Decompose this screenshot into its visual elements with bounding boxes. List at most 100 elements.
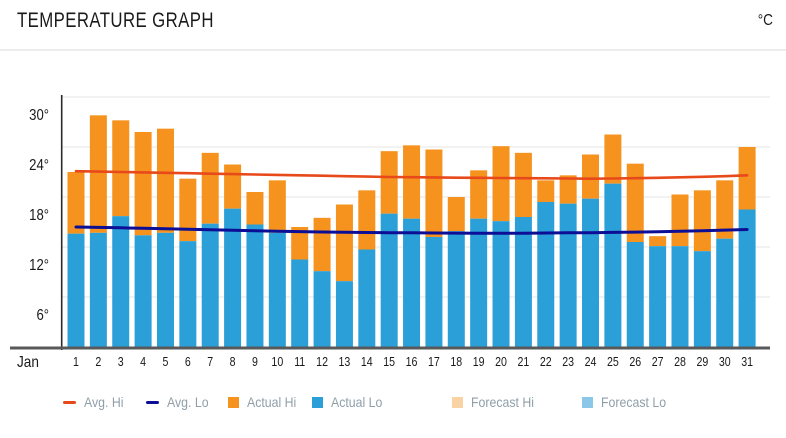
x-tick-label-11: 11 bbox=[294, 355, 305, 369]
bar-actual-hi-day-2[interactable] bbox=[89, 115, 107, 233]
bar-actual-lo-day-11[interactable] bbox=[291, 259, 309, 347]
bar-actual-lo-day-16[interactable] bbox=[403, 218, 421, 347]
bar-actual-hi-day-18[interactable] bbox=[447, 197, 465, 232]
bar-actual-hi-day-11[interactable] bbox=[291, 227, 309, 260]
bar-actual-hi-day-9[interactable] bbox=[246, 192, 264, 225]
bar-actual-hi-day-14[interactable] bbox=[358, 190, 376, 250]
bar-actual-lo-day-24[interactable] bbox=[582, 198, 600, 347]
legend-label: Avg. Lo bbox=[167, 394, 209, 410]
bar-actual-lo-day-25[interactable] bbox=[604, 183, 622, 347]
avg-lo-line bbox=[74, 225, 749, 235]
bar-actual-hi-day-30[interactable] bbox=[716, 180, 734, 239]
x-tick-label-14: 14 bbox=[361, 355, 373, 369]
bar-actual-hi-day-6[interactable] bbox=[179, 178, 197, 242]
bar-actual-lo-day-9[interactable] bbox=[246, 224, 264, 347]
bar-actual-hi-day-7[interactable] bbox=[201, 152, 219, 224]
bar-actual-lo-day-12[interactable] bbox=[313, 271, 331, 347]
bar-actual-lo-day-2[interactable] bbox=[89, 232, 107, 347]
x-tick-label-28: 28 bbox=[674, 355, 686, 369]
bar-actual-hi-day-5[interactable] bbox=[156, 128, 174, 233]
x-tick-label-31: 31 bbox=[741, 355, 753, 369]
bar-actual-hi-day-19[interactable] bbox=[470, 170, 488, 219]
bar-actual-lo-day-14[interactable] bbox=[358, 249, 376, 347]
x-tick-label-21: 21 bbox=[517, 355, 529, 369]
bar-actual-lo-day-22[interactable] bbox=[537, 202, 555, 347]
legend-label: Actual Lo bbox=[331, 394, 383, 410]
x-tick-label-23: 23 bbox=[562, 355, 574, 369]
bar-actual-hi-day-26[interactable] bbox=[626, 163, 644, 242]
bar-actual-lo-day-19[interactable] bbox=[470, 218, 488, 347]
legend-label: Actual Hi bbox=[247, 394, 297, 410]
bar-actual-lo-day-5[interactable] bbox=[156, 232, 174, 347]
bar-actual-lo-day-26[interactable] bbox=[626, 242, 644, 347]
bar-actual-hi-day-15[interactable] bbox=[380, 151, 398, 214]
legend-item-avg-lo[interactable]: Avg. Lo bbox=[146, 392, 214, 412]
bar-actual-lo-day-29[interactable] bbox=[693, 251, 711, 347]
y-tick-label-24: 24° bbox=[29, 157, 49, 174]
bar-actual-lo-day-20[interactable] bbox=[492, 221, 510, 347]
bar-actual-hi-day-1[interactable] bbox=[67, 172, 85, 234]
avg-lo-line-swatch bbox=[146, 400, 159, 404]
x-tick-label-4: 4 bbox=[140, 355, 146, 369]
bar-actual-lo-day-21[interactable] bbox=[514, 217, 532, 347]
bar-actual-lo-day-17[interactable] bbox=[425, 237, 443, 347]
chart-legend: Avg. Hi Avg. Lo Actual Hi Actual Lo Fore… bbox=[0, 392, 786, 412]
bar-actual-hi-day-23[interactable] bbox=[559, 175, 577, 204]
bar-actual-hi-day-24[interactable] bbox=[582, 154, 600, 199]
x-tick-label-15: 15 bbox=[383, 355, 395, 369]
x-tick-label-8: 8 bbox=[230, 355, 236, 369]
legend-item-actual-lo[interactable]: Actual Lo bbox=[312, 392, 389, 412]
x-tick-label-7: 7 bbox=[207, 355, 213, 369]
legend-item-actual-hi[interactable]: Actual Hi bbox=[228, 392, 303, 412]
bar-actual-hi-day-29[interactable] bbox=[693, 190, 711, 252]
x-tick-label-2: 2 bbox=[95, 355, 101, 369]
x-tick-label-26: 26 bbox=[629, 355, 641, 369]
bar-actual-lo-day-15[interactable] bbox=[380, 213, 398, 347]
bar-actual-lo-day-3[interactable] bbox=[112, 216, 130, 347]
bar-actual-lo-day-31[interactable] bbox=[738, 209, 756, 347]
bar-actual-hi-day-20[interactable] bbox=[492, 146, 510, 222]
bar-actual-hi-day-31[interactable] bbox=[738, 147, 756, 210]
avg-hi-line-swatch bbox=[63, 400, 76, 404]
legend-label: Forecast Lo bbox=[601, 394, 667, 410]
bar-actual-lo-day-23[interactable] bbox=[559, 203, 577, 347]
x-tick-label-24: 24 bbox=[585, 355, 597, 369]
bar-actual-hi-day-12[interactable] bbox=[313, 217, 331, 272]
legend-item-avg-hi[interactable]: Avg. Hi bbox=[63, 392, 129, 412]
x-tick-label-10: 10 bbox=[271, 355, 283, 369]
bar-actual-lo-day-28[interactable] bbox=[671, 246, 689, 347]
bar-actual-hi-day-13[interactable] bbox=[335, 204, 353, 282]
bar-actual-hi-day-16[interactable] bbox=[403, 145, 421, 219]
x-tick-label-9: 9 bbox=[252, 355, 258, 369]
bar-actual-lo-day-13[interactable] bbox=[335, 281, 353, 347]
bar-actual-lo-day-1[interactable] bbox=[67, 233, 85, 347]
x-tick-label-22: 22 bbox=[540, 355, 552, 369]
bar-actual-hi-day-17[interactable] bbox=[425, 149, 443, 238]
bar-actual-hi-day-8[interactable] bbox=[224, 164, 242, 209]
bar-actual-hi-day-25[interactable] bbox=[604, 134, 622, 184]
legend-item-forecast-lo[interactable]: Forecast Lo bbox=[582, 392, 675, 412]
bar-actual-lo-day-18[interactable] bbox=[447, 231, 465, 347]
y-tick-label-12: 12° bbox=[29, 257, 49, 274]
bar-actual-lo-day-6[interactable] bbox=[179, 241, 197, 347]
bar-actual-hi-day-21[interactable] bbox=[514, 152, 532, 217]
x-tick-label-6: 6 bbox=[185, 355, 191, 369]
bar-actual-lo-day-7[interactable] bbox=[201, 223, 219, 347]
bar-actual-lo-day-10[interactable] bbox=[268, 232, 286, 347]
x-tick-label-5: 5 bbox=[163, 355, 169, 369]
bar-actual-hi-day-4[interactable] bbox=[134, 132, 152, 236]
bar-actual-hi-day-22[interactable] bbox=[537, 180, 555, 202]
bar-actual-hi-day-27[interactable] bbox=[649, 236, 667, 247]
bar-actual-lo-day-27[interactable] bbox=[649, 246, 667, 347]
bar-actual-lo-day-4[interactable] bbox=[134, 235, 152, 347]
header-divider bbox=[0, 49, 786, 51]
x-tick-label-16: 16 bbox=[406, 355, 418, 369]
legend-item-forecast-hi[interactable]: Forecast Hi bbox=[452, 392, 543, 412]
bar-actual-hi-day-3[interactable] bbox=[112, 120, 130, 217]
bar-actual-hi-day-28[interactable] bbox=[671, 194, 689, 247]
bar-actual-lo-day-30[interactable] bbox=[716, 238, 734, 347]
bar-actual-hi-day-10[interactable] bbox=[268, 180, 286, 233]
legend-label: Avg. Hi bbox=[84, 394, 124, 410]
bar-actual-lo-day-8[interactable] bbox=[224, 208, 242, 347]
